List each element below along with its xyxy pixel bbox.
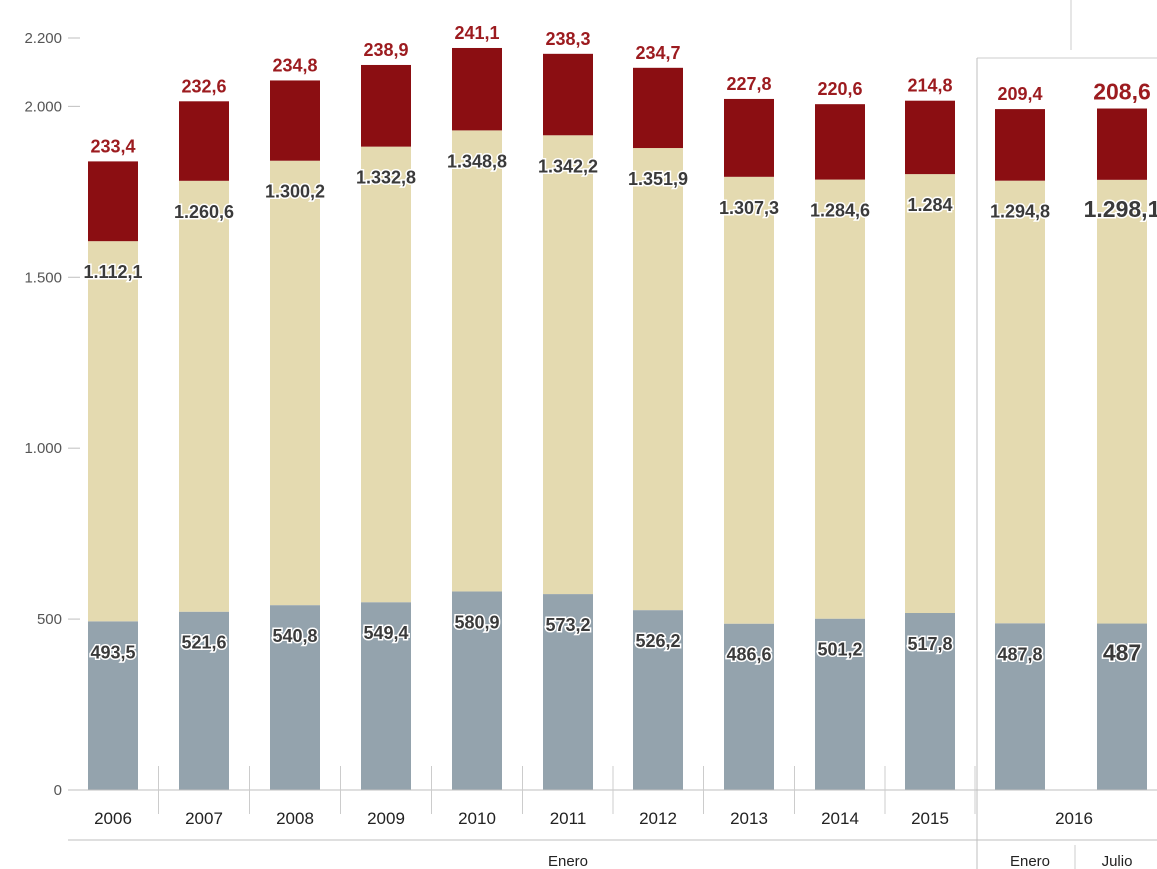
data-label: 487 [1103,640,1141,666]
data-label: 1.300,2 [265,182,325,202]
bar-segment [543,53,593,136]
y-tick-label: 500 [37,611,62,628]
data-label: 1.351,9 [628,169,688,189]
bar-segment [815,179,865,619]
data-label: 526,2 [635,631,680,651]
data-label: 241,1 [454,23,499,43]
data-label: 1.348,8 [447,151,507,171]
bar-segment [179,101,229,181]
x-tick-label: 2014 [821,809,859,828]
x-tick-label: 2006 [94,809,132,828]
group-label: 2016 [1055,809,1093,828]
data-label: 234,8 [272,55,317,75]
data-label: 521,6 [181,633,226,653]
data-label: 227,8 [726,74,771,94]
bar-segment [452,47,502,131]
bar-segment [905,100,955,175]
data-label: 1.342,2 [538,156,598,176]
y-tick-label: 2.200 [24,30,62,47]
x-tick-label: 2012 [639,809,677,828]
bar-segment [1097,179,1147,624]
x-tick-label: 2007 [185,809,223,828]
bar-segment [361,146,411,603]
data-label: 517,8 [907,634,952,654]
bar-segment [995,109,1045,181]
bar-segment [995,623,1045,790]
bar-segment [724,176,774,624]
bar-segment [905,174,955,614]
data-label: 1.260,6 [174,202,234,222]
data-label: 214,8 [907,76,952,96]
data-label: 1.307,3 [719,198,779,218]
data-label: 540,8 [272,626,317,646]
bar-segment [815,618,865,790]
data-label: 549,4 [363,623,408,643]
data-label: 208,6 [1093,79,1151,105]
bar-segment [270,605,320,790]
x-tick-label: 2011 [550,809,587,828]
bar-segment [633,148,683,611]
x-tick-label: 2010 [458,809,496,828]
bar-segment [724,98,774,177]
bar-segment [88,621,138,790]
data-label: 1.332,8 [356,168,416,188]
data-label: 1.294,8 [990,202,1050,222]
bar-segment [361,64,411,147]
bar-segment [724,623,774,790]
bar-segment [1097,623,1147,790]
x-tick-label: Julio [1102,853,1133,869]
bar-segment [361,602,411,790]
group-label: Enero [548,853,588,869]
y-tick-label: 0 [54,782,62,799]
data-label: 234,7 [635,43,680,63]
bar-segment [905,613,955,790]
data-label: 1.284,6 [810,201,870,221]
bar-segment [179,611,229,790]
bar-segment [543,135,593,595]
bar-segment [815,104,865,180]
y-tick-label: 1.500 [24,269,62,286]
bar-segment [633,67,683,149]
bar-segment [1097,108,1147,180]
y-tick-label: 1.000 [24,440,62,457]
y-tick-label: 2.000 [24,98,62,115]
bar-segment [995,180,1045,624]
bar-segment [270,160,320,606]
data-label: 580,9 [454,612,499,632]
data-label: 233,4 [90,136,135,156]
data-label: 1.284 [907,195,952,215]
bar-segment [452,130,502,592]
data-label: 232,6 [181,76,226,96]
data-label: 501,2 [817,640,862,660]
bar-segment [179,180,229,612]
x-tick-label: 2015 [911,809,949,828]
data-label: 238,9 [363,40,408,60]
data-label: 209,4 [997,84,1042,104]
x-tick-label: 2008 [276,809,314,828]
bar-segment [633,610,683,790]
data-label: 1.112,1 [83,262,142,282]
x-tick-label: 2009 [367,809,405,828]
data-label: 486,6 [726,645,771,665]
data-label: 220,6 [817,79,862,99]
bar-segment [270,80,320,161]
data-label: 487,8 [997,644,1042,664]
bar-segment [543,594,593,790]
bar-segment [452,591,502,790]
bar-segment [88,161,138,242]
bar-segment [88,241,138,622]
x-tick-label: 2013 [730,809,768,828]
data-label: 1.298,1 [1084,196,1157,222]
data-label: 573,2 [545,615,590,635]
x-tick-label: Enero [1010,853,1050,869]
data-label: 493,5 [90,642,135,662]
data-label: 238,3 [545,29,590,49]
